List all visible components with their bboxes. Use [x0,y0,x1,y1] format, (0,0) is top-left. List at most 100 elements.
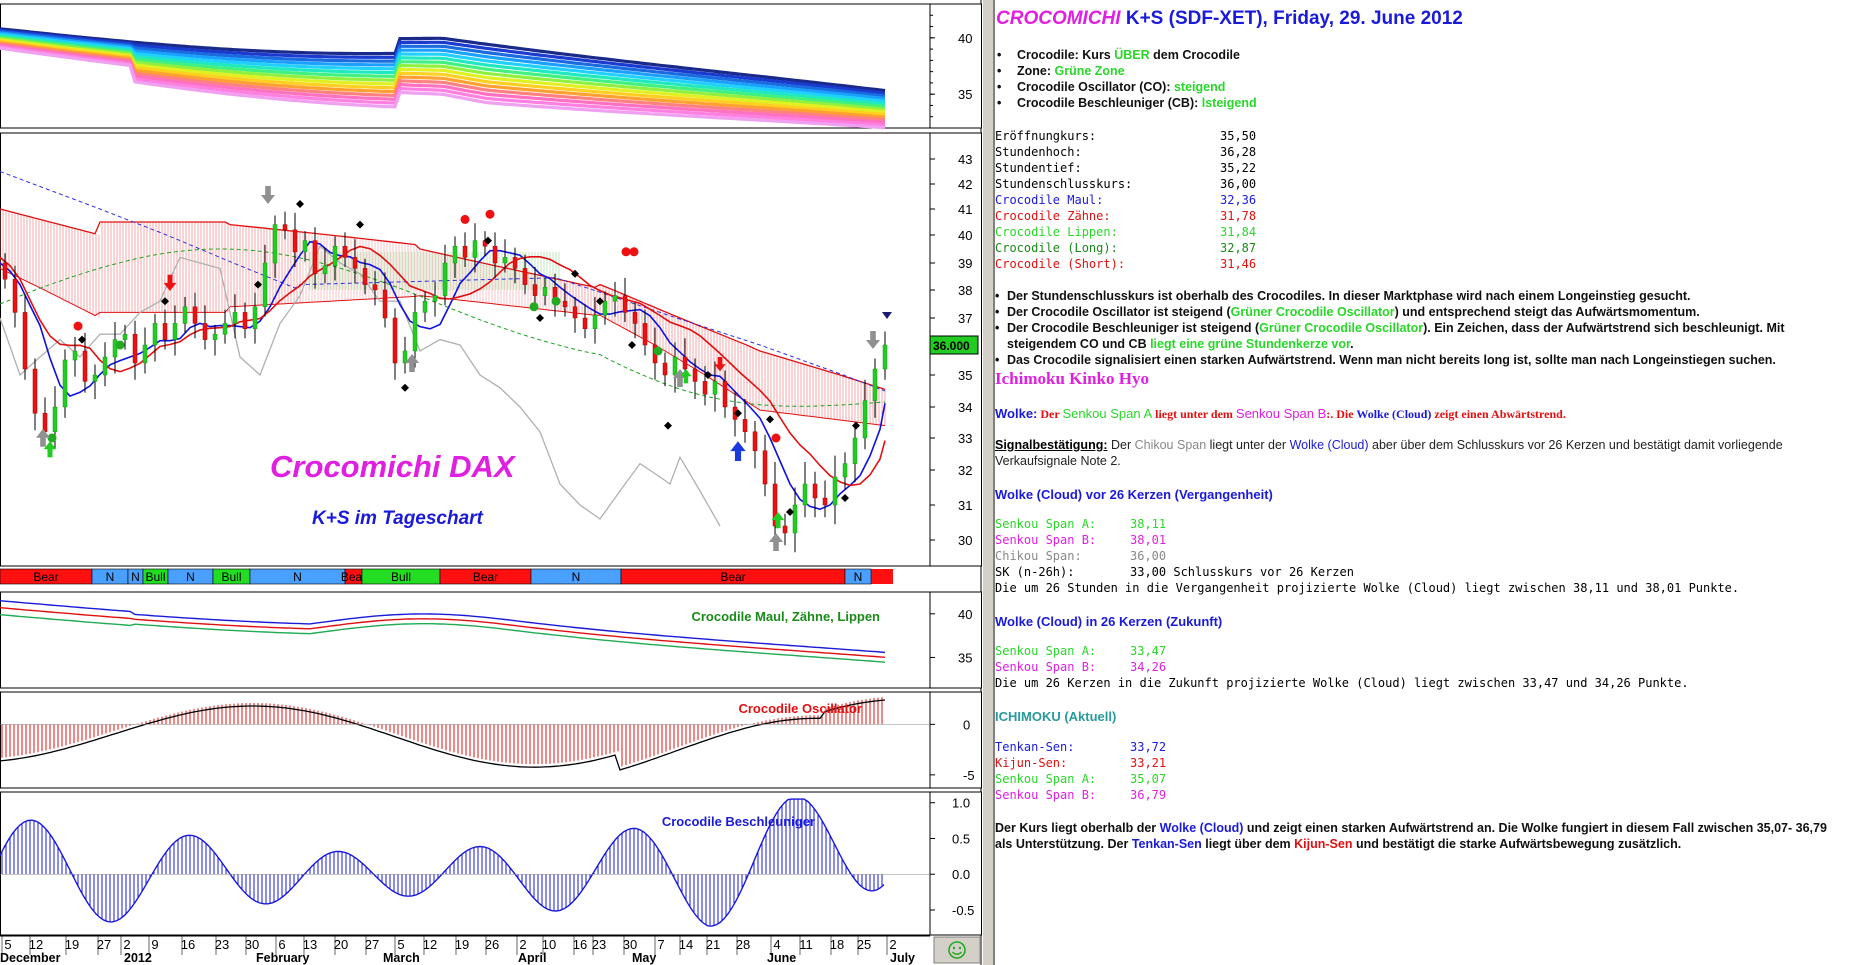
past-cloud-row-label: Senkou Span B: [995,533,1097,547]
candle-up [322,265,328,275]
candle-down [512,257,518,269]
date-label: 30 [623,937,637,952]
signal-dot-red [621,247,631,257]
month-label: June [767,951,796,965]
candle-down [22,312,28,370]
axis-label: 0 [963,717,970,732]
candle-up [542,287,548,296]
candle-down [352,257,358,269]
current-ichimoku-row: Kijun-Sen: 33,21 [995,756,1835,770]
axis-label: 0.5 [952,831,970,846]
main-panel-frame [0,132,982,567]
candle-down [462,245,468,258]
candle-up [792,504,798,534]
date-label: 27 [365,937,379,952]
current-ichimoku-row-value: 36,79 [1130,788,1167,802]
month-label: December [0,951,61,965]
signal-diamond [571,269,579,278]
candle-down [532,284,538,296]
candle-down [572,306,578,319]
signal-diamond [356,220,364,229]
smiley-icon[interactable] [933,936,981,964]
date-label: 11 [799,937,813,952]
date-label: 23 [215,937,229,952]
signal-diamond [786,508,794,516]
candle-down [82,350,88,382]
candle-down [692,368,698,382]
smiley-eye [952,946,956,950]
price-chart[interactable]: 40354342414039383736353433323130Crocomic… [0,0,982,965]
past-cloud-row-value: 38,01 [1130,533,1167,547]
axis-label: 34 [958,400,972,415]
current-ichimoku-row-value: 33,72 [1130,740,1167,754]
candle-down [822,497,828,506]
date-label: 10 [542,937,556,952]
tenkan-sen-line [0,240,886,511]
candle-down [192,306,198,324]
senkou-span-b-line [0,208,886,391]
past-cloud-row-value: 36,00 [1130,549,1167,563]
maul-panel-frame [0,591,982,689]
date-label: 27 [97,937,111,952]
candle-down [2,262,8,280]
candle-up [442,262,448,296]
candle-up [252,306,258,330]
date-label: 18 [830,937,844,952]
stat-row: Crocodile Lippen: 31,84 [995,225,1835,239]
candle-down [12,278,18,313]
axis-label: 40 [958,31,972,46]
kumo-dash-line [0,171,886,392]
stat-row: Crocodile Zähne: 31,78 [995,209,1835,223]
current-ichimoku-row-label: Kijun-Sen: [995,756,1068,770]
candle-up [142,344,148,364]
signal-arrow-down-gray [261,186,275,204]
status-bullet: • Crocodile Beschleuniger (CB): lsteigend [997,96,1257,110]
candle-up [182,306,188,324]
candle-down [282,224,288,231]
axis-label: -0.5 [952,903,974,918]
final-summary: Der Kurs liegt oberhalb der Wolke (Cloud… [995,821,1827,851]
candle-down [392,317,398,364]
candle-up [882,344,888,370]
date-label: 12 [29,937,43,952]
stat-row-value: 35,50 [1220,129,1257,143]
signal-diamond [734,409,742,418]
chart-window[interactable]: 40354342414039383736353433323130Crocomic… [0,0,982,965]
candle-up [52,406,58,433]
signal-dot-red [460,214,470,224]
date-label: 9 [151,937,158,952]
status-bullet: • Crocodile Oscillator (CO): steigend [997,80,1226,94]
signal-dot-red [629,247,639,257]
date-label: 21 [706,937,720,952]
stat-row-label: Stundenhoch: [995,145,1082,159]
date-label: 25 [857,937,871,952]
candle-up [222,323,228,335]
signal-triangle [882,312,892,319]
date-label: 2 [519,937,526,952]
ribbon-line [0,34,886,106]
candle-up [872,368,878,401]
stat-row-label: Crocodile Zähne: [995,209,1111,223]
signal-dot-green [653,346,663,356]
signal-arrow-up-gray [36,428,50,447]
smiley-mouth [952,951,962,955]
future-cloud-row-label: Senkou Span B: [995,660,1097,674]
candle-down [292,229,298,253]
date-label: 13 [303,937,317,952]
axis-label: 35 [958,368,972,383]
crocodile-maul-line [0,600,886,654]
watermark-title: Crocomichi DAX [270,449,517,484]
stat-row-label: Crocodile (Long): [995,241,1118,255]
axis-label: 0.0 [952,867,970,882]
price-tag: 36.000 [933,339,970,353]
candle-up [422,300,428,313]
current-ichimoku-row-value: 33,21 [1130,756,1167,770]
date-label: 5 [4,937,11,952]
stat-row: Crocodile (Short): 31,46 [995,257,1835,271]
stat-row-value: 31,78 [1220,209,1257,223]
besch-panel-label: Crocodile Beschleuniger [662,814,815,829]
candle-down [162,323,168,340]
pane-splitter[interactable] [982,0,994,965]
past-cloud-row: Chikou Span: 36,00 [995,549,1835,563]
crocodile-zaehne-line [0,607,886,658]
